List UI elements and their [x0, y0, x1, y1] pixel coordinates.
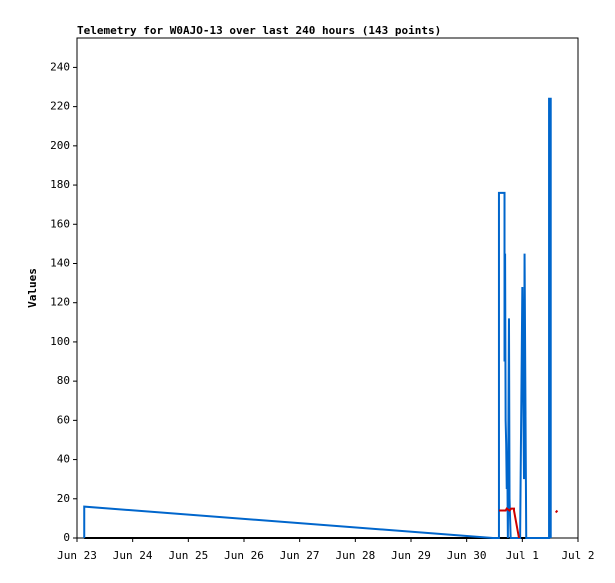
series-line	[498, 507, 520, 539]
y-tick-label: 60	[57, 413, 70, 426]
x-tick-label: Jun 27	[280, 549, 320, 562]
y-tick-label: 40	[57, 453, 70, 466]
y-tick-label: 100	[50, 335, 70, 348]
x-tick-label: Jun 28	[335, 549, 375, 562]
y-tick-label: 20	[57, 492, 70, 505]
series-line	[83, 97, 552, 539]
x-tick-label: Jul 1	[506, 549, 539, 562]
y-tick-label: 0	[63, 531, 70, 544]
x-tick-label: Jun 25	[168, 549, 208, 562]
y-tick-label: 80	[57, 374, 70, 387]
x-tick-label: Jul 2	[561, 549, 594, 562]
x-tick-label: Jun 29	[391, 549, 431, 562]
y-tick-label: 120	[50, 296, 70, 309]
series-line	[554, 509, 559, 514]
y-tick-label: 240	[50, 60, 70, 73]
y-tick-label: 200	[50, 139, 70, 152]
x-tick-label: Jun 23	[57, 549, 97, 562]
y-tick-label: 160	[50, 217, 70, 230]
x-tick-label: Jun 24	[113, 549, 153, 562]
y-tick-label: 220	[50, 100, 70, 113]
y-tick-label: 140	[50, 256, 70, 269]
y-axis-label: Values	[26, 268, 39, 308]
y-tick-label: 180	[50, 178, 70, 191]
chart-title: Telemetry for W0AJO-13 over last 240 hou…	[77, 24, 441, 37]
x-tick-label: Jun 30	[447, 549, 487, 562]
x-tick-label: Jun 26	[224, 549, 264, 562]
